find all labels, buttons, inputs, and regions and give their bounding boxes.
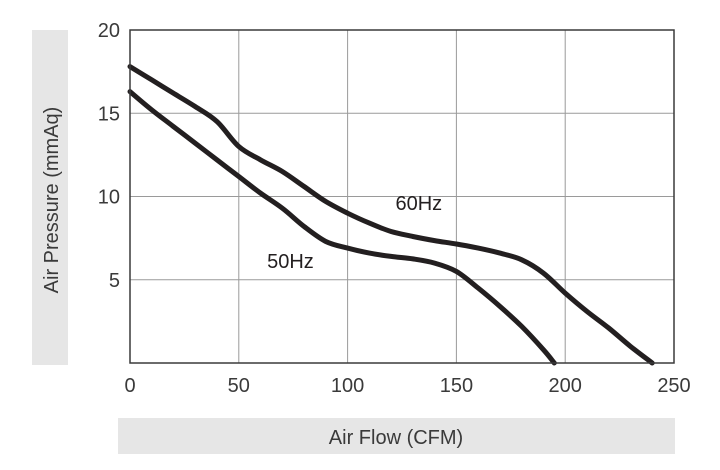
x-tick-label-150: 150	[440, 375, 473, 397]
y-tick-label-5: 5	[109, 270, 120, 292]
x-axis-title: Air Flow (CFM)	[329, 427, 463, 449]
x-tick-labels: 0 50 100 150 200 250	[124, 375, 690, 397]
y-axis-title-band	[32, 30, 68, 365]
series-label-50Hz: 50Hz	[267, 251, 314, 273]
x-tick-label-0: 0	[124, 375, 135, 397]
x-tick-label-250: 250	[657, 375, 690, 397]
series-line-50Hz	[127, 89, 557, 366]
series-lines	[127, 64, 655, 366]
y-tick-labels: 5 10 15 20	[98, 20, 120, 292]
x-axis-title-band	[118, 418, 675, 454]
series-label-60Hz: 60Hz	[395, 193, 442, 215]
x-tick-label-50: 50	[228, 375, 250, 397]
x-tick-label-200: 200	[549, 375, 582, 397]
y-axis-title: Air Pressure (mmAq)	[41, 107, 63, 294]
plot-frame	[129, 29, 675, 364]
y-tick-label-10: 10	[98, 187, 120, 209]
y-tick-label-15: 15	[98, 103, 120, 125]
x-tick-label-100: 100	[331, 375, 364, 397]
series-line-60Hz	[127, 64, 655, 366]
grid	[130, 30, 674, 363]
series-labels: 60Hz 50Hz	[267, 193, 442, 273]
y-tick-label-20: 20	[98, 20, 120, 42]
